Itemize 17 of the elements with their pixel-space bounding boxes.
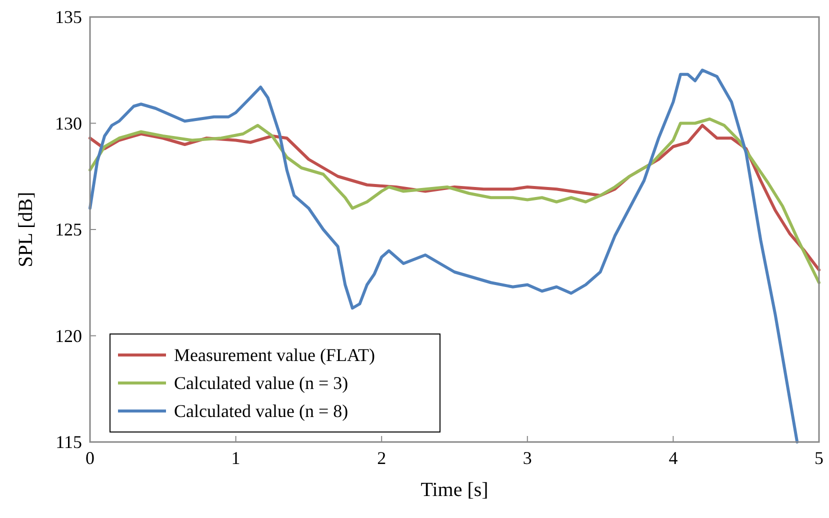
legend-label: Calculated value (n = 8) — [174, 401, 348, 421]
y-tick-label: 120 — [55, 326, 82, 346]
line-series — [88, 68, 799, 444]
legend-label: Measurement value (FLAT) — [174, 345, 375, 365]
y-tick-label: 130 — [55, 113, 82, 134]
x-tick-label: 5 — [814, 448, 824, 468]
x-tick-label: 3 — [522, 448, 532, 468]
x-axis-title: Time [s] — [420, 479, 488, 501]
y-axis-title: SPL [dB] — [15, 192, 37, 268]
x-tick-label: 4 — [668, 448, 678, 468]
y-tick-label: 115 — [56, 432, 82, 452]
y-tick-label: 135 — [55, 7, 82, 27]
x-tick-label: 0 — [86, 448, 94, 468]
x-tick-label: 2 — [377, 448, 386, 468]
y-tick-label: 125 — [55, 220, 82, 240]
x-tick-label: 1 — [231, 448, 240, 468]
legend-label: Calculated value (n = 3) — [174, 373, 348, 393]
